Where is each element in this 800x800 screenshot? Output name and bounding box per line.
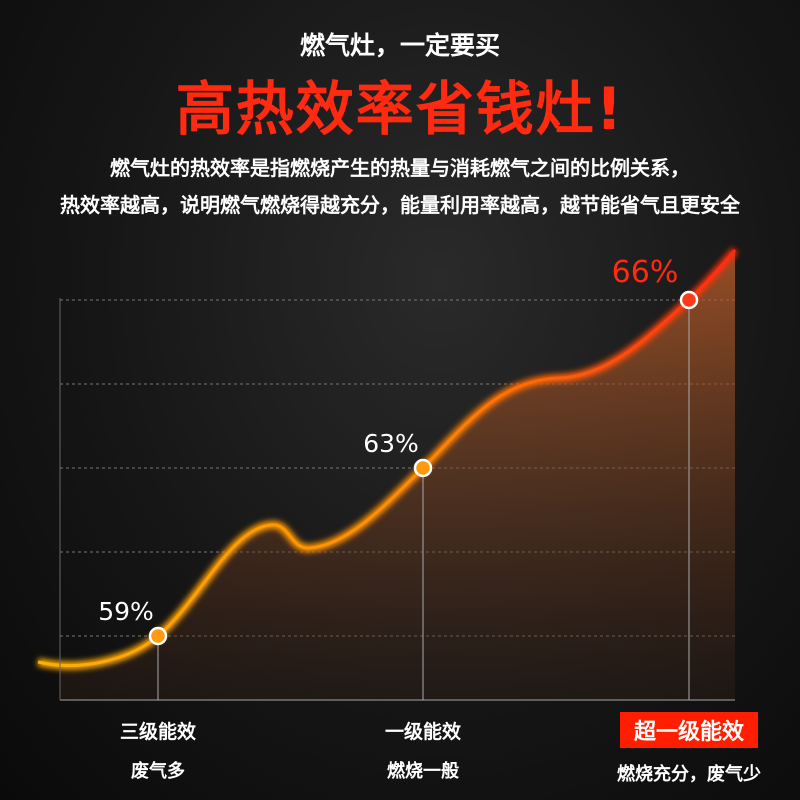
category-label: 超一级能效燃烧充分，废气少 <box>589 712 789 786</box>
data-point <box>413 458 433 478</box>
category-note: 废气多 <box>131 761 185 782</box>
data-point <box>148 626 168 646</box>
data-label: 66% <box>612 255 679 290</box>
category-note: 燃烧一般 <box>387 761 459 782</box>
area-fill <box>60 250 735 700</box>
page-title: 高热效率省钱灶! <box>175 75 625 143</box>
subtitle: 燃气灶，一定要买 <box>299 31 500 60</box>
category-label: 三级能效 废气多 <box>58 716 258 783</box>
data-label: 63% <box>363 429 419 458</box>
data-point <box>679 290 699 310</box>
curve-line <box>37 249 737 668</box>
category-label: 一级能效 燃烧一般 <box>323 716 523 783</box>
description-line-1: 燃气灶的热效率是指燃烧产生的热量与消耗燃气之间的比例关系， <box>110 156 690 180</box>
category-note: 燃烧充分，废气少 <box>617 764 761 785</box>
category-name: 超一级能效 <box>619 712 758 748</box>
category-name: 三级能效 <box>119 721 196 743</box>
description-line-2: 热效率越高，说明燃气燃烧得越充分，能量利用率越高，越节能省气且更安全 <box>60 193 740 217</box>
data-label: 59% <box>98 597 154 626</box>
category-name: 一级能效 <box>384 721 461 743</box>
